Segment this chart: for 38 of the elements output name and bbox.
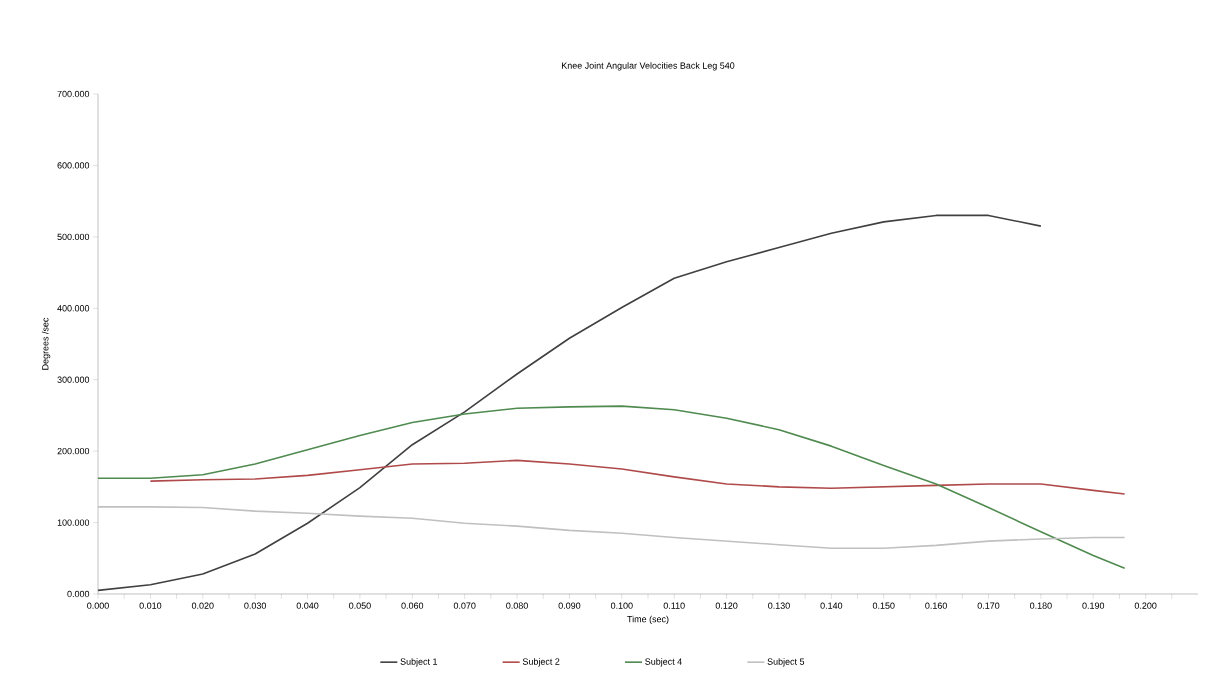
x-tick-label: 0.120 <box>715 602 738 609</box>
y-tick-label: 400.000 <box>57 305 90 312</box>
x-tick-label: 0.160 <box>925 602 947 609</box>
x-axis-title: Time (sec) <box>627 615 669 625</box>
x-tick-label: 0.080 <box>506 602 528 609</box>
y-tick-label: 600.000 <box>57 162 90 169</box>
legend-label: Subject 2 <box>522 658 560 667</box>
x-tick-label: 0.050 <box>349 602 371 609</box>
x-tick-label: 0.030 <box>244 602 267 609</box>
x-tick-label: 0.110 <box>663 602 685 609</box>
x-tick-label: 0.170 <box>977 602 1000 609</box>
y-axis-title: Degrees /sec <box>41 317 51 370</box>
x-tick-label: 0.000 <box>87 602 109 609</box>
legend-label: Subject 5 <box>767 658 805 667</box>
y-tick-label: 100.000 <box>57 519 90 526</box>
x-tick-label: 0.020 <box>191 602 214 609</box>
x-tick-label: 0.040 <box>296 602 319 609</box>
legend-label: Subject 1 <box>400 658 438 667</box>
x-tick-label: 0.200 <box>1134 602 1157 609</box>
y-tick-label: 0.000 <box>67 590 90 598</box>
chart-title: Knee Joint Angular Velocities Back Leg 540 <box>562 62 735 71</box>
x-tick-label: 0.070 <box>453 602 476 609</box>
x-tick-label: 0.130 <box>768 602 790 609</box>
line-series <box>98 214 1042 592</box>
x-tick-label: 0.010 <box>139 602 162 609</box>
x-tick-label: 0.090 <box>558 602 581 609</box>
x-tick-label: 0.060 <box>401 602 424 609</box>
x-tick-label: 0.190 <box>1082 602 1105 609</box>
y-tick-label: 300.000 <box>57 376 90 383</box>
x-tick-label: 0.100 <box>610 602 633 609</box>
x-tick-label: 0.150 <box>872 602 895 609</box>
y-tick-label: 700.000 <box>57 90 90 98</box>
y-tick-label: 500.000 <box>57 233 90 241</box>
line-series <box>98 405 1126 570</box>
y-tick-label: 200.000 <box>57 447 90 455</box>
x-tick-label: 0.140 <box>820 602 843 609</box>
x-tick-label: 0.180 <box>1029 602 1052 609</box>
legend-label: Subject 4 <box>645 658 682 667</box>
